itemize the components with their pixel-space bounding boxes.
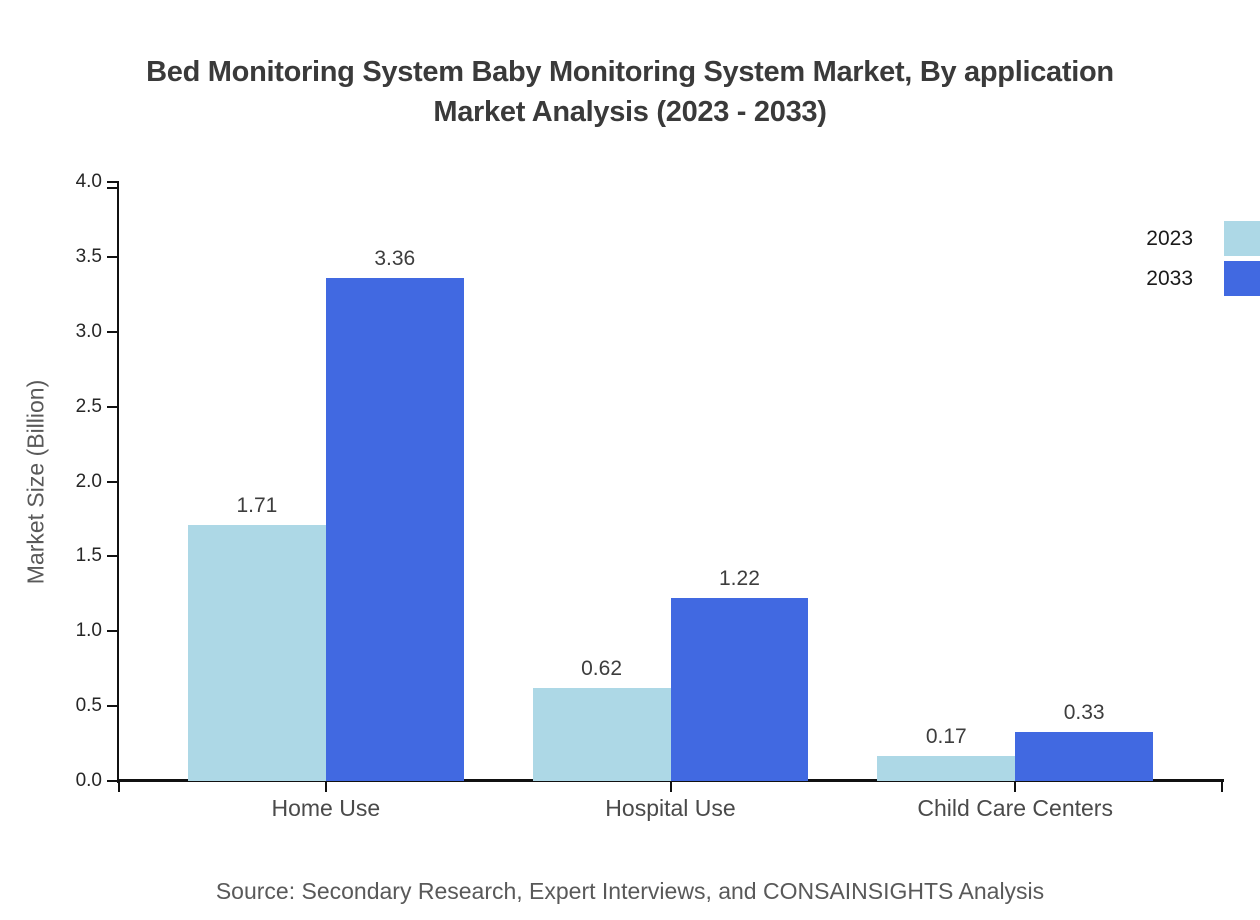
legend-label-2033: 2033: [1146, 267, 1193, 290]
bar-2023-hospital-use: [532, 688, 671, 781]
y-tick-mark: [107, 181, 119, 183]
y-tick-mark: [107, 630, 119, 633]
bar-2023-child-care-centers: [877, 755, 1016, 781]
x-axis-end-tick-right: [1221, 782, 1223, 792]
y-tick-label: 1.5: [75, 545, 102, 567]
y-tick-label: 3.5: [75, 245, 102, 267]
bar-value-label: 0.17: [925, 724, 967, 748]
y-tick-label: 2.0: [75, 470, 102, 492]
x-category-label: Home Use: [271, 795, 381, 821]
x-category-label: Hospital Use: [605, 795, 736, 821]
legend-swatch-2023: [1224, 221, 1260, 256]
bar-2023-home-use: [187, 524, 326, 781]
y-tick-label: 1.0: [75, 620, 102, 642]
x-category-label: Child Care Centers: [917, 795, 1113, 821]
x-tick-mark: [669, 782, 672, 792]
bar-2033-child-care-centers: [1015, 731, 1154, 781]
y-tick-label: 2.5: [75, 395, 102, 417]
y-tick-mark: [107, 780, 119, 782]
y-tick-label: 4.0: [75, 171, 102, 192]
bar-value-label: 1.22: [719, 567, 760, 591]
y-tick-mark: [107, 255, 119, 258]
source-note: Source: Secondary Research, Expert Inter…: [215, 878, 1045, 904]
bar-2033-hospital-use: [670, 598, 809, 781]
bar-2033-home-use: [325, 277, 464, 781]
x-axis-end-tick-left: [118, 782, 120, 792]
y-axis-spine: [117, 182, 119, 783]
x-tick-mark: [1014, 782, 1017, 792]
x-tick-mark: [324, 782, 327, 792]
chart-title: Bed Monitoring System Baby Monitoring Sy…: [0, 52, 1260, 132]
y-tick-mark: [107, 705, 119, 708]
legend-label-2023: 2023: [1146, 227, 1193, 250]
bar-value-label: 3.36: [374, 246, 416, 270]
y-tick-label: 0.0: [75, 770, 102, 791]
y-tick-label: 0.5: [75, 695, 102, 717]
legend-swatch-2033: [1224, 261, 1260, 296]
bar-value-label: 0.62: [581, 657, 622, 681]
y-tick-mark: [107, 480, 119, 483]
chart-title-line2: Market Analysis (2023 - 2033): [433, 96, 827, 128]
y-tick-mark: [107, 330, 119, 333]
y-tick-label: 3.0: [75, 320, 102, 342]
y-tick-mark-top-extra: [107, 187, 117, 189]
chart-title-line1: Bed Monitoring System Baby Monitoring Sy…: [146, 56, 1114, 88]
y-tick-mark: [107, 405, 119, 408]
bar-value-label: 1.71: [236, 493, 278, 517]
y-tick-mark: [107, 555, 119, 558]
bar-value-label: 0.33: [1063, 700, 1105, 724]
